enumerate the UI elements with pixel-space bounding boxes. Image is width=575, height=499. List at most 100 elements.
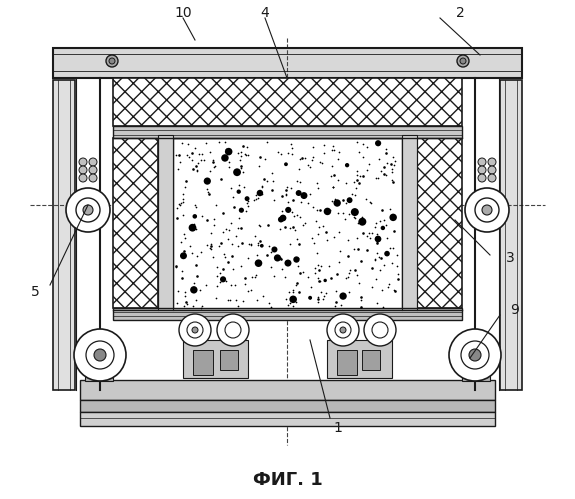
Point xyxy=(268,186,277,194)
Point xyxy=(352,167,362,175)
Point xyxy=(258,182,267,190)
Point xyxy=(352,171,362,179)
Point xyxy=(280,223,289,231)
Point xyxy=(263,138,272,146)
Point xyxy=(305,163,315,171)
Point xyxy=(203,188,212,196)
Point xyxy=(382,159,391,167)
Point xyxy=(298,154,307,162)
Circle shape xyxy=(225,322,241,338)
Point xyxy=(255,222,264,230)
Point xyxy=(304,200,313,208)
Point xyxy=(344,236,353,244)
Point xyxy=(188,165,197,173)
Point xyxy=(220,154,229,162)
Bar xyxy=(158,135,173,310)
Point xyxy=(351,266,360,274)
Text: 5: 5 xyxy=(30,285,39,299)
Text: 3: 3 xyxy=(505,251,515,265)
Point xyxy=(298,221,308,229)
Point xyxy=(182,151,191,159)
Point xyxy=(193,168,202,176)
Point xyxy=(363,232,372,240)
Point xyxy=(297,198,306,206)
Point xyxy=(362,143,371,151)
Point xyxy=(192,162,201,170)
Bar xyxy=(53,80,75,390)
Point xyxy=(349,213,358,221)
Point xyxy=(327,197,336,205)
Point xyxy=(296,214,305,222)
Point xyxy=(368,230,377,238)
Point xyxy=(216,239,225,247)
Point xyxy=(237,206,246,214)
Point xyxy=(205,244,214,252)
Point xyxy=(354,148,363,156)
Point xyxy=(374,155,384,163)
Point xyxy=(338,210,347,218)
Point xyxy=(176,238,185,246)
Point xyxy=(327,162,336,170)
Point xyxy=(277,216,286,224)
Point xyxy=(180,247,189,255)
Point xyxy=(376,218,385,226)
Point xyxy=(191,203,201,211)
Point xyxy=(201,281,210,289)
Text: 1: 1 xyxy=(334,421,343,435)
Text: ФИГ. 1: ФИГ. 1 xyxy=(252,471,323,489)
Bar xyxy=(417,138,462,308)
Circle shape xyxy=(89,174,97,182)
Point xyxy=(300,219,309,227)
Circle shape xyxy=(372,322,388,338)
Point xyxy=(172,299,181,307)
Point xyxy=(388,165,397,173)
Point xyxy=(337,291,346,299)
Point xyxy=(257,183,266,191)
Point xyxy=(209,163,218,171)
Point xyxy=(224,235,233,243)
Bar xyxy=(85,373,113,381)
Point xyxy=(187,249,197,257)
Point xyxy=(372,238,381,246)
Circle shape xyxy=(461,341,489,369)
Point xyxy=(287,150,296,158)
Point xyxy=(255,162,264,170)
Point xyxy=(288,208,297,216)
Point xyxy=(251,273,260,281)
Point xyxy=(285,288,294,296)
Point xyxy=(328,183,338,191)
Circle shape xyxy=(76,198,100,222)
Bar xyxy=(402,135,417,310)
Point xyxy=(358,218,367,226)
Point xyxy=(239,142,248,150)
Point xyxy=(283,198,293,206)
Point xyxy=(366,198,375,206)
Bar xyxy=(467,365,485,373)
Point xyxy=(285,240,294,248)
Point xyxy=(220,154,229,162)
Point xyxy=(324,262,333,270)
Point xyxy=(207,229,216,237)
Point xyxy=(368,283,377,291)
Point xyxy=(370,254,380,262)
Bar xyxy=(113,138,158,308)
Point xyxy=(260,155,269,163)
Point xyxy=(301,154,310,162)
Point xyxy=(218,209,227,217)
Point xyxy=(317,261,326,269)
Point xyxy=(188,149,197,157)
Point xyxy=(387,213,396,221)
Point xyxy=(316,158,325,166)
Point xyxy=(332,199,342,207)
Point xyxy=(232,295,241,303)
Bar xyxy=(90,365,108,373)
Point xyxy=(191,144,200,152)
Point xyxy=(278,192,287,200)
Point xyxy=(372,249,381,257)
Point xyxy=(282,186,291,194)
Point xyxy=(182,300,191,308)
Point xyxy=(311,217,320,225)
Point xyxy=(224,148,233,156)
Point xyxy=(294,254,303,262)
Point xyxy=(350,245,359,252)
